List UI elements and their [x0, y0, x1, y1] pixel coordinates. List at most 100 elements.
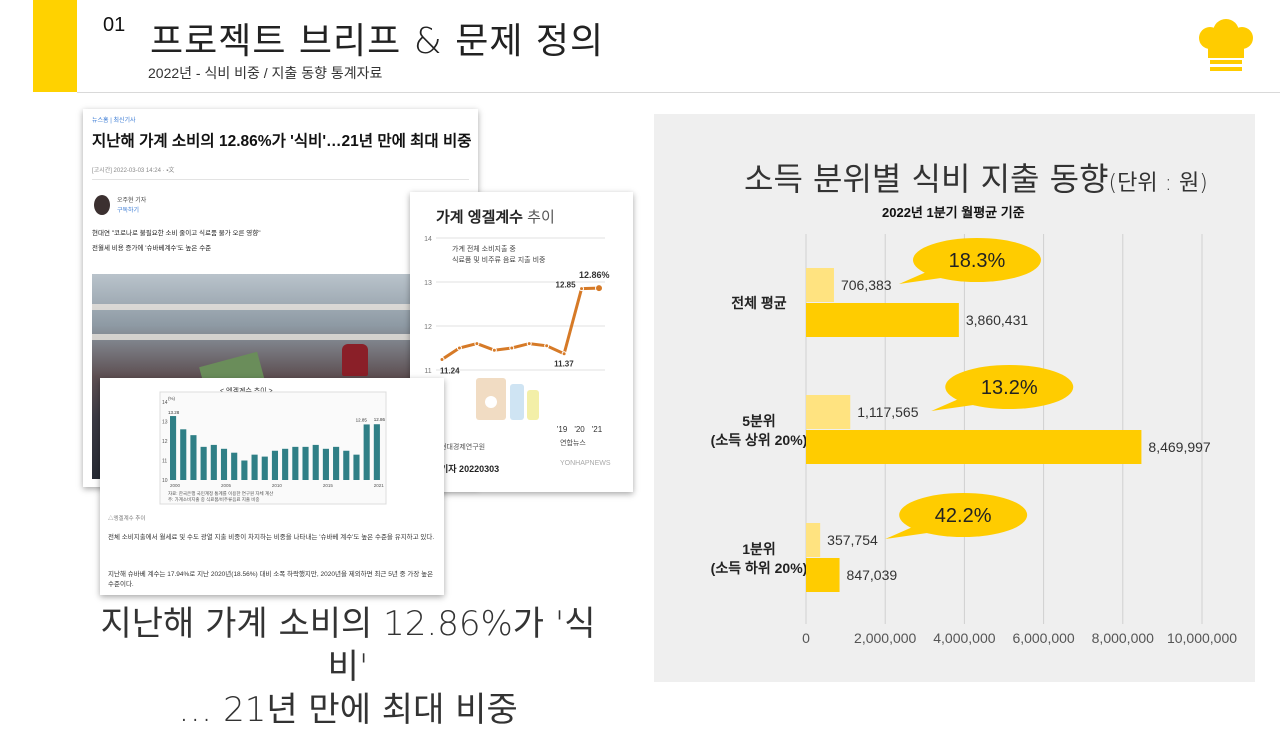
bar — [343, 450, 350, 480]
bar — [220, 448, 228, 480]
bar — [806, 558, 840, 592]
bar — [190, 435, 197, 480]
data-point — [526, 341, 532, 347]
engel-chart-desc-2: 식료품 및 비주류 음료 지출 비중 — [452, 257, 546, 264]
bar — [806, 268, 834, 302]
category-label: (소득 하위 20%) — [711, 560, 808, 576]
bar — [373, 424, 380, 480]
x-tick-label: 2015 — [323, 483, 334, 488]
category-label: 1분위 — [742, 541, 776, 557]
x-tick-label: 6,000,000 — [1012, 630, 1074, 646]
bar — [363, 424, 370, 480]
bar — [806, 303, 959, 337]
bar-value-label: 8,469,997 — [1148, 439, 1210, 455]
caption-line-1: 지난해 가계 소비의 12.86%가 '식 — [100, 604, 596, 644]
yonhap-watermark: YONHAPNEWS — [560, 460, 611, 467]
article-paragraph-1: 전체 소비지출에서 월세료 및 수도 광열 지출 비중이 차지하는 비중을 나타… — [108, 534, 435, 541]
article-lead-2: 전월세 비용 증가에 '슈바베계수'도 높은 수준 — [92, 245, 212, 252]
bar — [292, 446, 299, 480]
y-tick-label: 13 — [162, 420, 168, 426]
bar — [210, 444, 217, 480]
bar — [312, 444, 319, 480]
slide-number: 01 — [103, 14, 126, 36]
bar — [806, 395, 851, 429]
bar — [302, 446, 309, 480]
source-note: 자료: 한국은행 국민계정 통계를 이용한 연구원 자체 계산 — [168, 490, 273, 497]
x-tick-label: 2010 — [272, 483, 283, 488]
engel-chart-reporter: 기자 20220303 — [440, 464, 500, 474]
engel-coefficient-bar-chart-card: < 엥겔계수 추이 > (%)141312111013.2812.8512.86… — [100, 378, 444, 595]
bar — [353, 454, 360, 480]
data-point — [439, 356, 445, 362]
value-label: 12.86 — [374, 417, 386, 422]
value-label: 11.24 — [440, 366, 460, 375]
article-paragraph-2: 지난해 슈바베 계수는 17.94%로 지난 2020년(18.56%) 대비 … — [108, 571, 434, 588]
income-food-spending-chart: 0 2,000,000 4,000,000 6,000,000 8,000,000 10,… — [711, 234, 1237, 646]
callout-percentage: 13.2% — [981, 377, 1038, 399]
article-divider — [92, 179, 469, 180]
data-point — [509, 345, 515, 351]
bar — [251, 454, 258, 480]
bar — [180, 429, 187, 480]
engel-line — [441, 286, 600, 361]
header-divider — [77, 92, 1280, 93]
data-point — [474, 341, 480, 347]
article-meta: [고시간] 2022-03-03 14:24 · ▪文 — [92, 168, 175, 174]
x-tick-label: '19 — [557, 425, 568, 434]
bar — [282, 448, 289, 480]
y-tick-label: 12 — [424, 324, 432, 331]
bar — [261, 456, 268, 480]
data-point — [544, 343, 550, 349]
data-point — [561, 351, 567, 357]
chart-title: 소득 분위별 식비 지출 동향(단위 : 원) — [744, 160, 1208, 198]
reporter-avatar — [94, 195, 110, 215]
value-label: 12.85 — [556, 281, 577, 290]
reporter-subscribe: 구독하기 — [117, 208, 140, 214]
bar — [806, 430, 1142, 464]
y-tick-label: 11 — [162, 459, 167, 465]
engel-chart-title: 가계 엥겔계수 추이 — [436, 209, 555, 226]
callout-bubble — [945, 365, 1074, 409]
data-point — [491, 347, 497, 353]
value-label: 13.28 — [168, 410, 180, 415]
engel-coefficient-line-chart-card: 가계 엥겔계수 추이 가계 전체 소비지출 중 식료품 및 비주류 음료 지출 … — [410, 192, 633, 492]
bar-value-label: 3,860,431 — [966, 312, 1028, 328]
article-headline: 지난해 가계 소비의 12.86%가 '식비'…21년 만에 최대 비중 — [92, 133, 472, 150]
value-label: 12.86% — [579, 270, 610, 280]
yonhap-logo: 연합뉴스 — [560, 440, 586, 447]
x-tick-label: '21 — [592, 425, 603, 434]
x-tick-label: 2000 — [170, 483, 181, 488]
bar — [241, 460, 248, 480]
value-label: 12.85 — [356, 417, 368, 422]
x-tick-label: 2005 — [221, 483, 232, 488]
category-label: (소득 상위 20%) — [711, 432, 808, 448]
x-tick-label: 8,000,000 — [1092, 630, 1154, 646]
data-point — [579, 286, 585, 292]
value-label: 11.37 — [554, 360, 574, 369]
grocery-bag-logo — [485, 396, 497, 408]
bar — [170, 416, 177, 480]
bar-value-label: 847,039 — [847, 567, 898, 583]
source-note: 주: 가계소비지출 중 식료품/비주류음료 지출 비중 — [168, 496, 260, 503]
unit-label: (%) — [168, 396, 175, 401]
engel-bar-chart: (%)14 13 12 11 10 13.28 12.85 12.86 2000 2005 2010… — [159, 391, 387, 505]
x-tick-label: 0 — [802, 630, 810, 646]
bar — [231, 452, 238, 480]
data-point — [595, 284, 603, 293]
data-point — [456, 345, 462, 351]
y-tick-label: 10 — [162, 478, 168, 484]
engel-chart-desc-1: 가계 전체 소비지출 중 — [452, 246, 516, 253]
bar-chart-frame — [159, 391, 387, 505]
article-breadcrumb: 뉴스홈 | 최신기사 — [92, 118, 136, 124]
chart-subtitle: 2022년 1분기 월평균 기준 — [882, 205, 1025, 220]
x-tick-label: '20 — [574, 425, 585, 434]
bar — [322, 448, 329, 480]
callout-bubble — [912, 238, 1041, 282]
milk-bottle — [510, 384, 524, 420]
x-tick-label: 2021 — [374, 483, 385, 488]
bar — [200, 446, 207, 480]
bar-value-label: 706,383 — [841, 277, 892, 293]
caption-line-2: 비' — [327, 647, 369, 687]
headline-caption: 지난해 가계 소비의 12.86%가 '식 비' … 21년 만에 최대 비중 — [98, 603, 598, 732]
